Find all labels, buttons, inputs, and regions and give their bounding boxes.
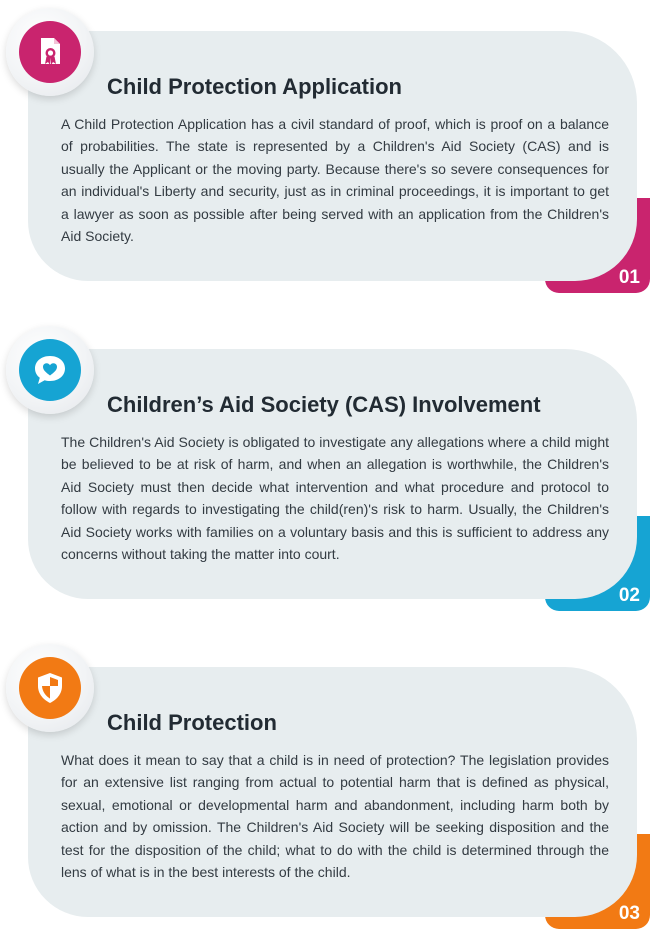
- section-cas-involvement: 02 Children’s Aid Society (CAS) Involvem…: [0, 318, 650, 618]
- section-card: [28, 667, 637, 917]
- section-body: The Children's Aid Society is obligated …: [61, 434, 609, 563]
- icon-badge: [6, 644, 94, 732]
- section-number: 03: [618, 903, 640, 924]
- section-card: [28, 349, 637, 599]
- section-child-protection-application: 01 Child Protection Application A Child …: [0, 0, 650, 300]
- section-title: Children’s Aid Society (CAS) Involvement: [107, 392, 541, 417]
- heart-chat-bubble-icon: [19, 339, 81, 401]
- section-card: [28, 31, 637, 281]
- section-body: A Child Protection Application has a civ…: [61, 116, 609, 245]
- section-title: Child Protection: [107, 710, 277, 735]
- certificate-document-icon: [19, 21, 81, 83]
- icon-badge: [6, 326, 94, 414]
- section-body: What does it mean to say that a child is…: [61, 752, 609, 881]
- section-child-protection: 03 Child Protection What does it mean to…: [0, 636, 650, 930]
- section-number: 01: [618, 267, 640, 288]
- section-number: 02: [618, 585, 640, 606]
- icon-badge: [6, 8, 94, 96]
- section-title: Child Protection Application: [107, 74, 402, 99]
- shield-icon: [19, 657, 81, 719]
